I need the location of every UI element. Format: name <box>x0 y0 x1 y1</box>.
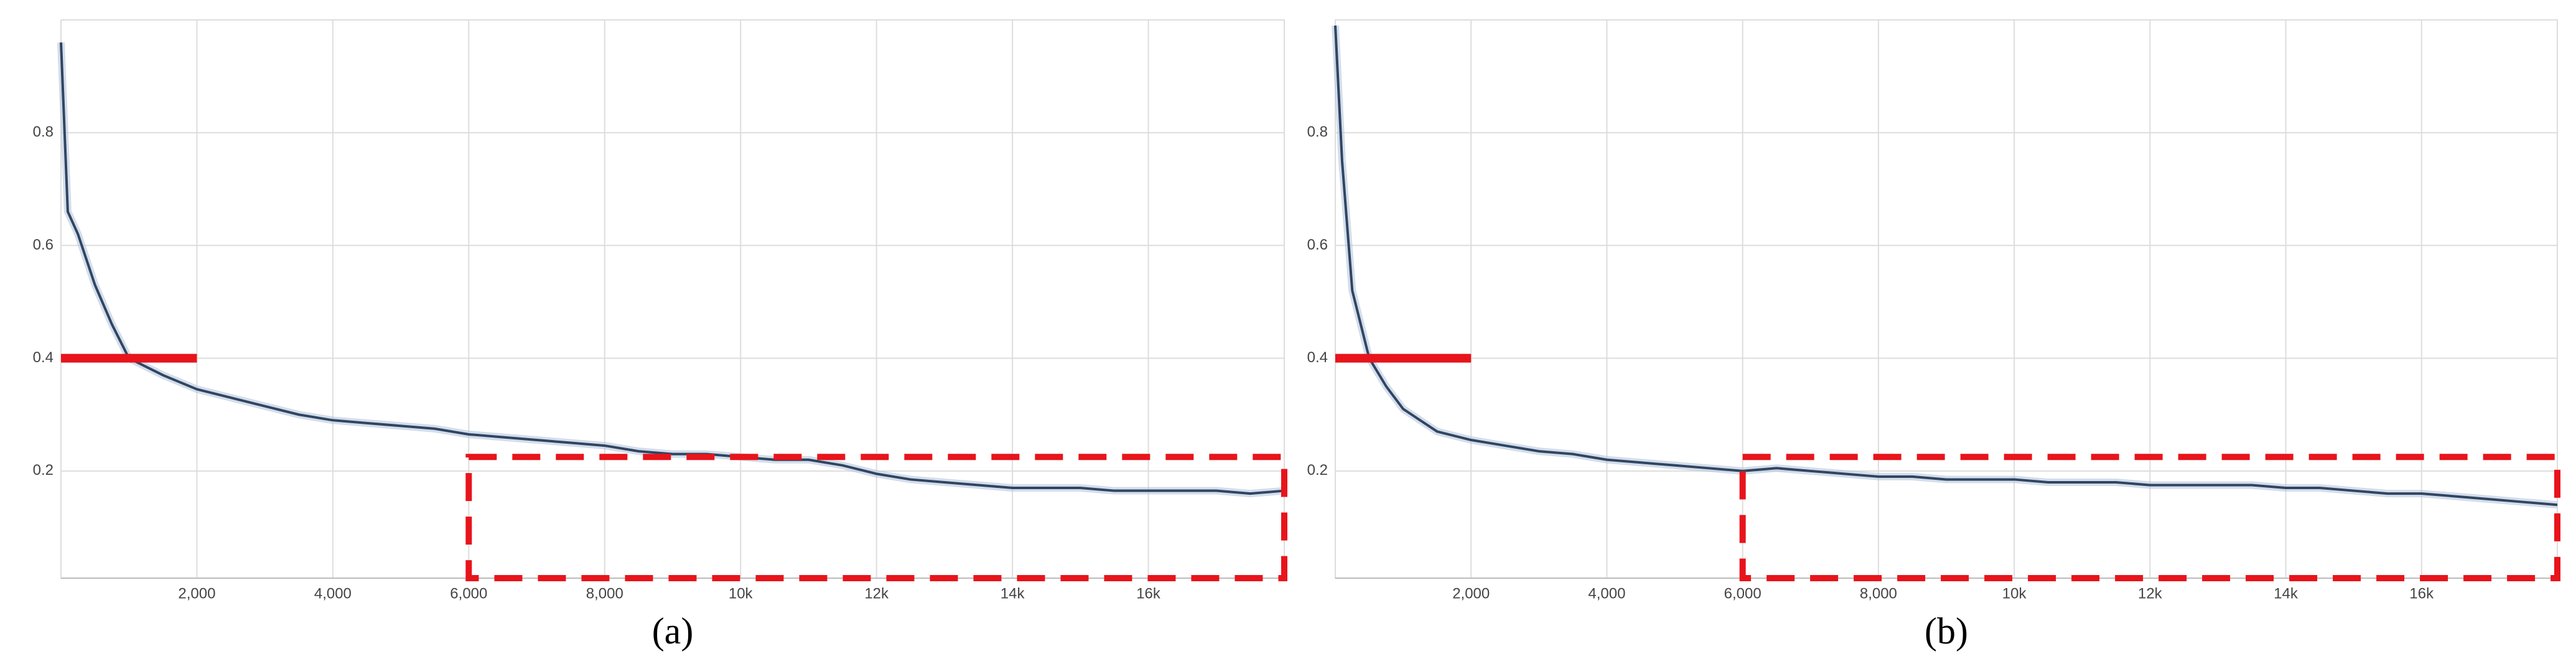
x-tick-label: 12k <box>2138 585 2163 602</box>
line <box>60 42 1285 495</box>
x-tick-label: 2,000 <box>178 585 215 602</box>
y-tick-label: 0.8 <box>33 124 54 141</box>
x-tick-label: 4,000 <box>314 585 352 602</box>
x-tick-label: 10k <box>729 585 754 602</box>
x-tick-label: 8,000 <box>586 585 623 602</box>
plot-area <box>60 19 1285 579</box>
y-tick-label: 0.4 <box>33 349 54 366</box>
x-tick-label: 16k <box>1136 585 1161 602</box>
x-tick-label: 14k <box>1001 585 1025 602</box>
y-tick-label: 0.2 <box>1307 462 1328 479</box>
y-tick-label: 0.6 <box>33 236 54 253</box>
y-tick-label: 0.4 <box>1307 349 1328 366</box>
y-tick-label: 0.2 <box>33 462 54 479</box>
highlight-box <box>1739 454 2561 581</box>
x-tick-label: 2,000 <box>1452 585 1490 602</box>
caption: (b) <box>1925 611 1968 652</box>
x-tick-label: 16k <box>2409 585 2434 602</box>
x-tick-label: 4,000 <box>1588 585 1625 602</box>
y-tick-label: 0.8 <box>1307 124 1328 141</box>
highlight-box <box>465 454 1287 581</box>
x-tick-label: 6,000 <box>1724 585 1762 602</box>
x-tick-label: 6,000 <box>450 585 487 602</box>
x-tick-label: 8,000 <box>1860 585 1897 602</box>
caption: (a) <box>652 611 694 652</box>
x-tick-label: 12k <box>864 585 889 602</box>
x-tick-label: 10k <box>2002 585 2027 602</box>
line-halo <box>57 42 1285 498</box>
y-tick-label: 0.6 <box>1307 236 1328 253</box>
x-tick-label: 14k <box>2274 585 2298 602</box>
line <box>1334 25 2558 507</box>
line-halo <box>1332 25 2558 509</box>
